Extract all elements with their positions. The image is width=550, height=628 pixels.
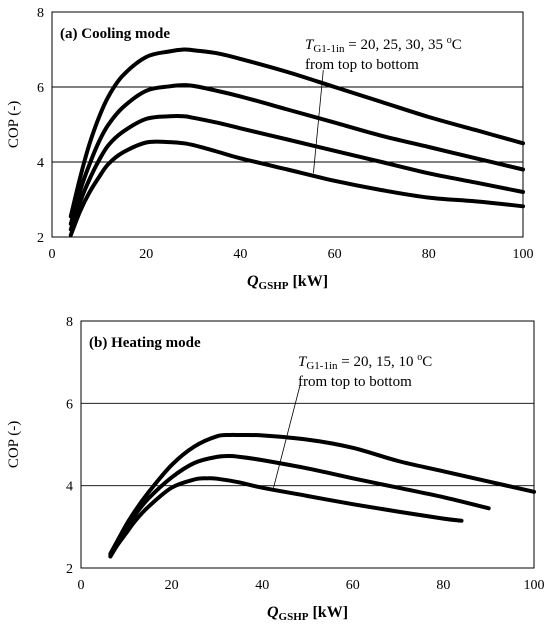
series-line-2 bbox=[68, 83, 525, 226]
panel-heating: 0 20 40 60 80 100 2 4 6 8 COP (-) QGSHP [kW] (b) Hea… bbox=[6, 315, 545, 623]
x-tick-label: 100 bbox=[513, 247, 534, 262]
series-line-4 bbox=[68, 139, 525, 238]
y-axis-label: COP (-) bbox=[6, 421, 22, 468]
plot-frame bbox=[51, 11, 524, 238]
y-tick-label: 2 bbox=[37, 231, 44, 246]
annotation-line1: TG1-1in = 20, 15, 10 oC bbox=[298, 352, 432, 372]
x-tick-label: 80 bbox=[436, 578, 450, 593]
y-tick-label: 8 bbox=[37, 6, 44, 21]
x-tick-label: 60 bbox=[328, 247, 342, 262]
series-line-2 bbox=[108, 453, 491, 557]
panel-title: (a) Cooling mode bbox=[60, 26, 170, 42]
series-line-3 bbox=[108, 476, 464, 559]
y-axis-label: COP (-) bbox=[6, 101, 22, 148]
plot-frame bbox=[80, 320, 535, 569]
y-tick-label: 8 bbox=[66, 315, 73, 330]
y-tick-label: 6 bbox=[37, 81, 44, 96]
y-tick-label: 4 bbox=[66, 480, 73, 495]
y-tick-label: 2 bbox=[66, 562, 73, 577]
panel-title: (b) Heating mode bbox=[89, 335, 201, 351]
annotation-leader-line bbox=[273, 382, 302, 488]
x-tick-label: 20 bbox=[165, 578, 179, 593]
x-tick-label: 60 bbox=[346, 578, 360, 593]
x-tick-label: 20 bbox=[139, 247, 153, 262]
series-line-3 bbox=[68, 114, 525, 232]
annotation-leader-line bbox=[313, 70, 324, 174]
annotation-line1: TG1-1in = 20, 25, 30, 35 oC bbox=[305, 35, 462, 55]
series-line-1 bbox=[68, 47, 525, 219]
annotation-line2: from top to bottom bbox=[305, 57, 419, 73]
panel-cooling: 0 20 40 60 80 100 2 4 6 8 COP (-) QGSHP [kW] (a) Coo… bbox=[6, 6, 534, 292]
series-line-1 bbox=[108, 432, 536, 556]
y-tick-label: 4 bbox=[37, 156, 44, 171]
x-tick-label: 80 bbox=[422, 247, 436, 262]
x-tick-label: 100 bbox=[524, 578, 545, 593]
x-axis-label: QGSHP [kW] bbox=[247, 273, 328, 292]
x-axis-label: QGSHP [kW] bbox=[267, 604, 348, 623]
y-tick-label: 6 bbox=[66, 397, 73, 412]
x-tick-label: 0 bbox=[78, 578, 85, 593]
x-tick-label: 40 bbox=[255, 578, 269, 593]
x-tick-label: 40 bbox=[233, 247, 247, 262]
x-tick-label: 0 bbox=[49, 247, 56, 262]
annotation-line2: from top to bottom bbox=[298, 374, 412, 390]
